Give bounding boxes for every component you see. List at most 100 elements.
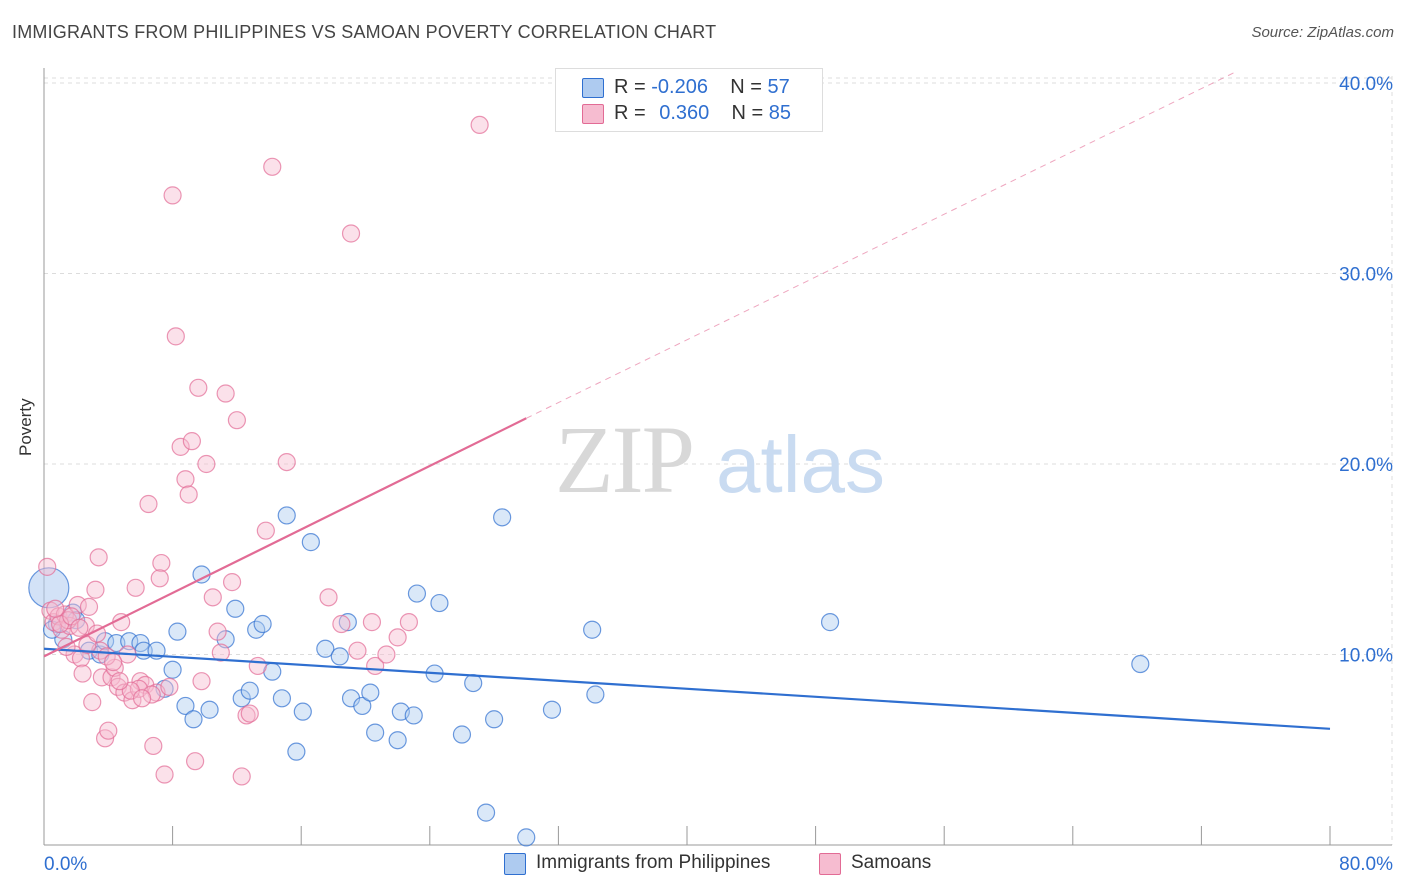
point-philippines bbox=[586, 685, 605, 704]
point-samoans bbox=[377, 645, 396, 664]
trend-lines bbox=[43, 72, 1331, 730]
point-philippines bbox=[163, 660, 182, 679]
point-samoans bbox=[73, 664, 92, 683]
tick-labels: 10.0% 20.0% 30.0% 40.0% 0.0% 80.0% bbox=[44, 74, 1393, 875]
point-philippines bbox=[1131, 654, 1150, 674]
point-samoans bbox=[348, 641, 367, 660]
point-samoans bbox=[248, 656, 267, 676]
point-philippines bbox=[407, 584, 427, 603]
x-tick-label: 80.0% bbox=[1339, 854, 1393, 875]
point-philippines bbox=[493, 508, 512, 527]
point-philippines bbox=[301, 533, 320, 552]
grid-lines bbox=[44, 76, 1393, 845]
point-philippines bbox=[253, 614, 272, 634]
stats-legend: R = -0.206 N = 57 R = 0.360 N = 85 bbox=[555, 68, 823, 132]
n-label: N = bbox=[731, 102, 764, 124]
point-samoans bbox=[277, 452, 296, 472]
point-philippines bbox=[272, 689, 292, 708]
point-samoans bbox=[46, 599, 65, 618]
point-samoans bbox=[319, 588, 338, 607]
point-samoans bbox=[166, 327, 185, 346]
point-philippines bbox=[476, 803, 496, 822]
point-samoans bbox=[362, 613, 382, 632]
point-samoans bbox=[132, 689, 152, 708]
watermark-atlas: atlas bbox=[716, 420, 885, 509]
x-tick-label: 0.0% bbox=[44, 854, 87, 875]
y-tick-label: 30.0% bbox=[1339, 265, 1393, 286]
point-samoans bbox=[142, 685, 161, 704]
point-samoans bbox=[57, 637, 76, 656]
r-value-samoans: 0.360 bbox=[659, 102, 710, 124]
data-points bbox=[28, 115, 1150, 847]
point-samoans bbox=[83, 693, 102, 712]
n-value-philippines: 57 bbox=[767, 76, 790, 98]
samoans-swatch-icon bbox=[582, 104, 604, 124]
point-philippines bbox=[464, 673, 483, 693]
point-philippines bbox=[366, 723, 385, 742]
philippines-swatch-icon bbox=[582, 78, 604, 98]
point-samoans bbox=[92, 668, 111, 687]
chart-title: IMMIGRANTS FROM PHILIPPINES VS SAMOAN PO… bbox=[12, 22, 717, 42]
source-label: Source: ZipAtlas.com bbox=[1251, 24, 1394, 41]
philippines-legend-icon bbox=[504, 853, 526, 875]
point-samoans bbox=[79, 597, 99, 616]
point-philippines bbox=[293, 702, 312, 721]
point-philippines bbox=[200, 700, 219, 719]
watermark-zip: ZIP bbox=[555, 406, 693, 513]
point-samoans bbox=[99, 721, 118, 740]
point-philippines bbox=[168, 622, 187, 641]
point-samoans bbox=[189, 378, 208, 397]
point-samoans bbox=[55, 605, 74, 624]
point-samoans bbox=[152, 553, 171, 573]
point-samoans bbox=[126, 578, 145, 597]
point-philippines bbox=[277, 506, 296, 525]
point-philippines bbox=[583, 620, 602, 639]
watermark: ZIP atlas bbox=[555, 406, 885, 513]
point-philippines bbox=[226, 599, 245, 618]
point-samoans bbox=[176, 470, 195, 489]
r-label: R = bbox=[614, 102, 646, 124]
point-philippines bbox=[28, 567, 70, 609]
y-tick-label: 20.0% bbox=[1339, 455, 1393, 476]
point-samoans bbox=[150, 569, 169, 588]
point-philippines bbox=[388, 731, 407, 750]
point-samoans bbox=[179, 485, 198, 504]
point-samoans bbox=[192, 672, 211, 691]
point-samoans bbox=[232, 767, 251, 786]
trend-line-philippines bbox=[43, 647, 1331, 730]
point-samoans bbox=[182, 432, 201, 451]
point-samoans bbox=[399, 613, 419, 632]
point-samoans bbox=[89, 548, 108, 567]
legend-label-samoans: Samoans bbox=[851, 852, 932, 873]
point-philippines bbox=[430, 593, 449, 613]
point-philippines bbox=[361, 683, 380, 702]
point-philippines bbox=[184, 710, 203, 729]
point-philippines bbox=[353, 696, 372, 716]
point-samoans bbox=[186, 752, 205, 771]
point-samoans bbox=[227, 411, 246, 430]
point-samoans bbox=[197, 454, 216, 474]
point-philippines bbox=[820, 613, 840, 632]
point-samoans bbox=[155, 765, 174, 784]
n-label: N = bbox=[730, 76, 762, 98]
r-label: R = bbox=[614, 76, 646, 98]
point-samoans bbox=[208, 622, 227, 641]
point-samoans bbox=[237, 706, 256, 725]
point-samoans bbox=[263, 157, 282, 176]
point-philippines bbox=[542, 700, 562, 719]
legend-label-philippines: Immigrants from Philippines bbox=[536, 852, 771, 873]
y-axis-label: Poverty bbox=[16, 398, 35, 456]
point-samoans bbox=[38, 557, 57, 576]
point-samoans bbox=[203, 588, 222, 607]
point-philippines bbox=[517, 828, 536, 847]
point-samoans bbox=[110, 672, 129, 691]
point-samoans bbox=[160, 677, 179, 696]
point-samoans bbox=[68, 595, 87, 615]
point-philippines bbox=[485, 710, 504, 729]
point-philippines bbox=[316, 639, 335, 658]
point-samoans bbox=[332, 614, 351, 634]
point-samoans bbox=[388, 628, 407, 647]
point-samoans bbox=[222, 573, 242, 592]
trend-line-samoans bbox=[43, 417, 527, 658]
